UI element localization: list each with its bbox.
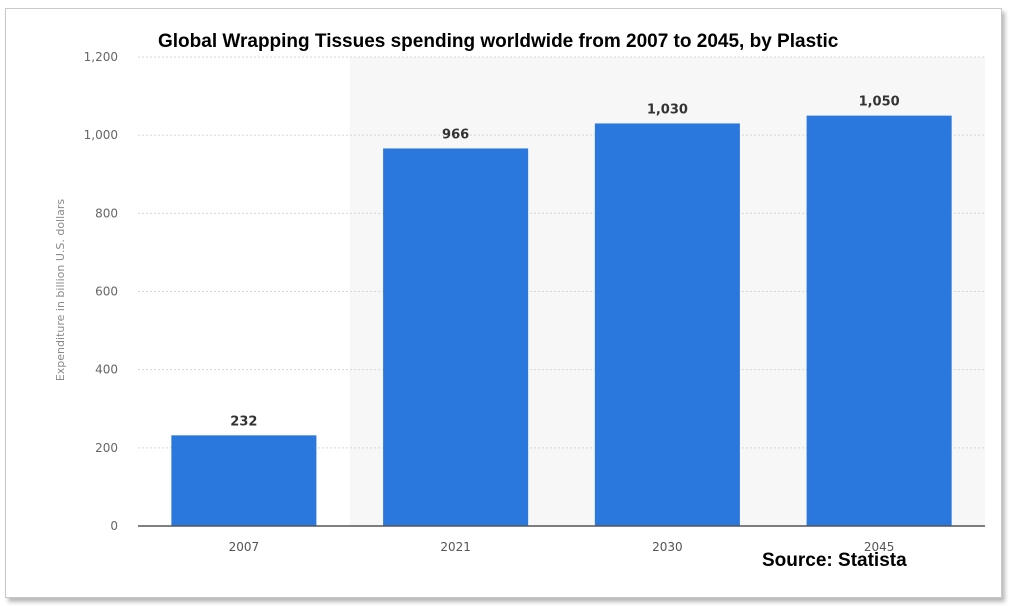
data-label-2007: 232 [230, 414, 257, 429]
y-tick-label: 1,000 [84, 128, 118, 142]
y-tick-label: 400 [95, 363, 118, 377]
y-tick-label: 1,200 [84, 50, 118, 64]
data-label-2045: 1,050 [859, 95, 900, 110]
y-axis-ticks: 0 200 400 600 800 1,000 1,200 [84, 50, 118, 533]
bar-2030 [594, 123, 740, 527]
x-axis-labels: 2007 2021 2030 2045 [229, 540, 895, 554]
x-tick-label: 2045 [864, 540, 895, 554]
bars [171, 115, 952, 527]
x-tick-label: 2030 [652, 540, 683, 554]
bar-2045 [806, 115, 952, 526]
data-label-2030: 1,030 [647, 102, 688, 117]
data-label-2021: 966 [442, 127, 469, 142]
y-tick-label: 600 [95, 285, 118, 299]
data-labels: 232 966 1,030 1,050 [230, 95, 899, 430]
y-axis-title: Expenditure in billion U.S. dollars [54, 199, 67, 382]
bar-2007 [171, 435, 317, 526]
y-tick-label: 0 [110, 519, 118, 533]
chart-title: Global Wrapping Tissues spending worldwi… [158, 31, 839, 52]
bar-2021 [383, 148, 529, 526]
source-label: Source: Statista [762, 550, 907, 571]
x-tick-label: 2007 [229, 540, 260, 554]
y-tick-label: 200 [95, 441, 118, 455]
y-tick-label: 800 [95, 206, 118, 220]
x-tick-label: 2021 [440, 540, 471, 554]
